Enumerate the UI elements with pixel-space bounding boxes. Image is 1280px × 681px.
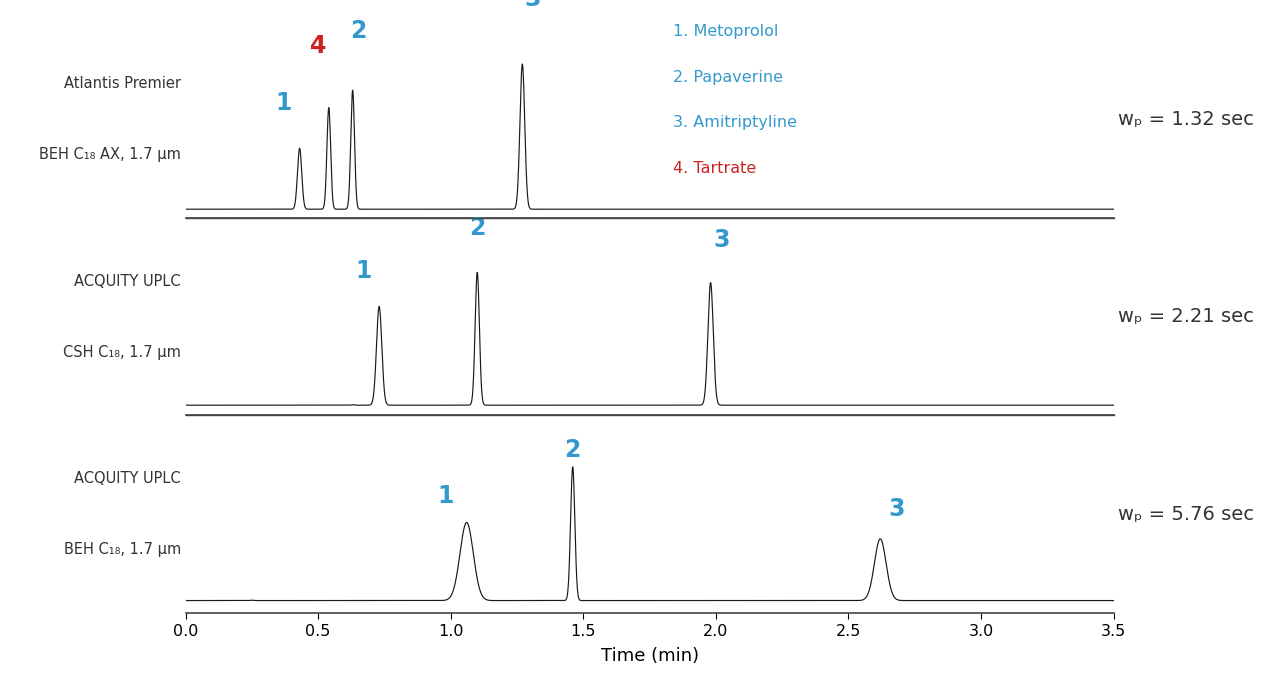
Text: 4: 4 [310,34,326,58]
Text: 1: 1 [275,91,292,115]
Text: 4. Tartrate: 4. Tartrate [673,161,756,176]
Text: Atlantis Premier: Atlantis Premier [64,76,180,91]
Text: 2: 2 [468,217,485,240]
Text: 3: 3 [525,0,541,11]
Text: CSH C₁₈, 1.7 μm: CSH C₁₈, 1.7 μm [63,345,180,360]
Text: wₚ = 1.32 sec: wₚ = 1.32 sec [1119,110,1254,129]
Text: ACQUITY UPLC: ACQUITY UPLC [74,274,180,289]
Text: 3: 3 [888,497,905,521]
Text: 2: 2 [564,438,581,462]
Text: BEH C₁₈ AX, 1.7 μm: BEH C₁₈ AX, 1.7 μm [40,147,180,162]
Text: 2. Papaverine: 2. Papaverine [673,70,783,85]
Text: wₚ = 2.21 sec: wₚ = 2.21 sec [1119,307,1254,326]
Text: 1. Metoprolol: 1. Metoprolol [673,25,778,39]
Text: ACQUITY UPLC: ACQUITY UPLC [74,471,180,486]
Text: BEH C₁₈, 1.7 μm: BEH C₁₈, 1.7 μm [64,542,180,557]
X-axis label: Time (min): Time (min) [600,648,699,665]
Text: wₚ = 5.76 sec: wₚ = 5.76 sec [1119,505,1254,524]
Text: 1: 1 [355,259,371,283]
Text: 3. Amitriptyline: 3. Amitriptyline [673,115,796,130]
Text: 1: 1 [438,484,453,508]
Text: 2: 2 [349,19,366,43]
Text: 3: 3 [713,227,730,252]
